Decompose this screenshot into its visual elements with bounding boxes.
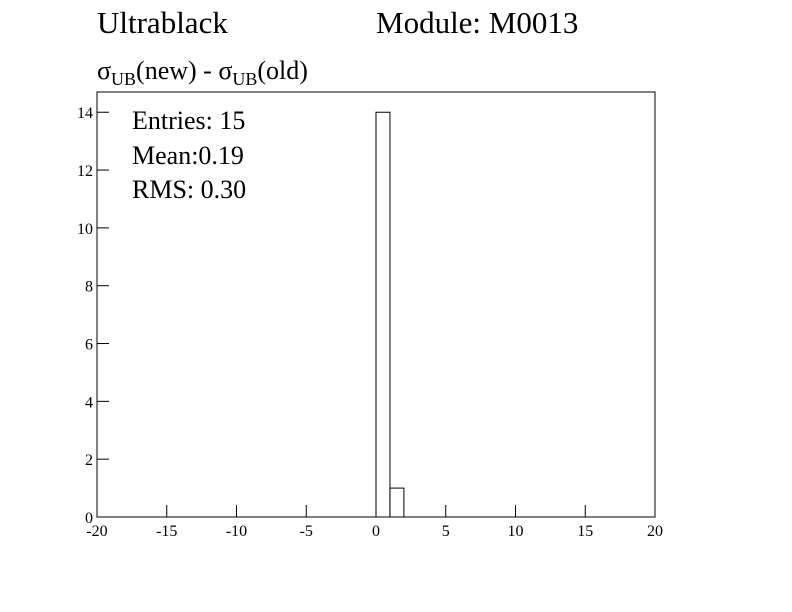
x-tick-label: 10 [508, 523, 524, 540]
stats-line: RMS: 0.30 [132, 175, 246, 204]
x-tick-label: -10 [226, 523, 247, 540]
subtitle: σUB(new) - σUB(old) [97, 56, 308, 89]
bar [389, 487, 405, 518]
x-tick-label: 0 [372, 523, 380, 540]
y-tick-label: 2 [85, 452, 93, 469]
subtitle-part: UB [232, 69, 257, 89]
stats-line: Mean:0.19 [132, 141, 244, 170]
x-tick-label: -20 [86, 523, 107, 540]
subtitle-part: UB [111, 69, 136, 89]
x-tick-label: 15 [577, 523, 593, 540]
stats-line: Entries: 15 [132, 106, 245, 135]
x-tick-label: 20 [647, 523, 663, 540]
y-tick-label: 0 [85, 510, 93, 527]
y-tick-label: 6 [85, 337, 93, 354]
module-label: Module: M0013 [376, 5, 578, 40]
x-tick-label: 5 [442, 523, 450, 540]
subtitle-part: σ [97, 56, 111, 85]
y-tick-label: 12 [77, 163, 93, 180]
chart-title: Ultrablack [97, 5, 228, 40]
x-tick-label: -5 [300, 523, 313, 540]
y-tick-label: 4 [85, 394, 93, 411]
subtitle-part: (old) [257, 56, 308, 85]
bar [375, 111, 391, 518]
y-tick-label: 10 [77, 221, 93, 238]
x-tick-label: -15 [156, 523, 177, 540]
subtitle-part: (new) - [136, 56, 218, 85]
y-tick-label: 8 [85, 279, 93, 296]
subtitle-part: σ [218, 56, 232, 85]
y-tick-label: 14 [77, 105, 93, 122]
